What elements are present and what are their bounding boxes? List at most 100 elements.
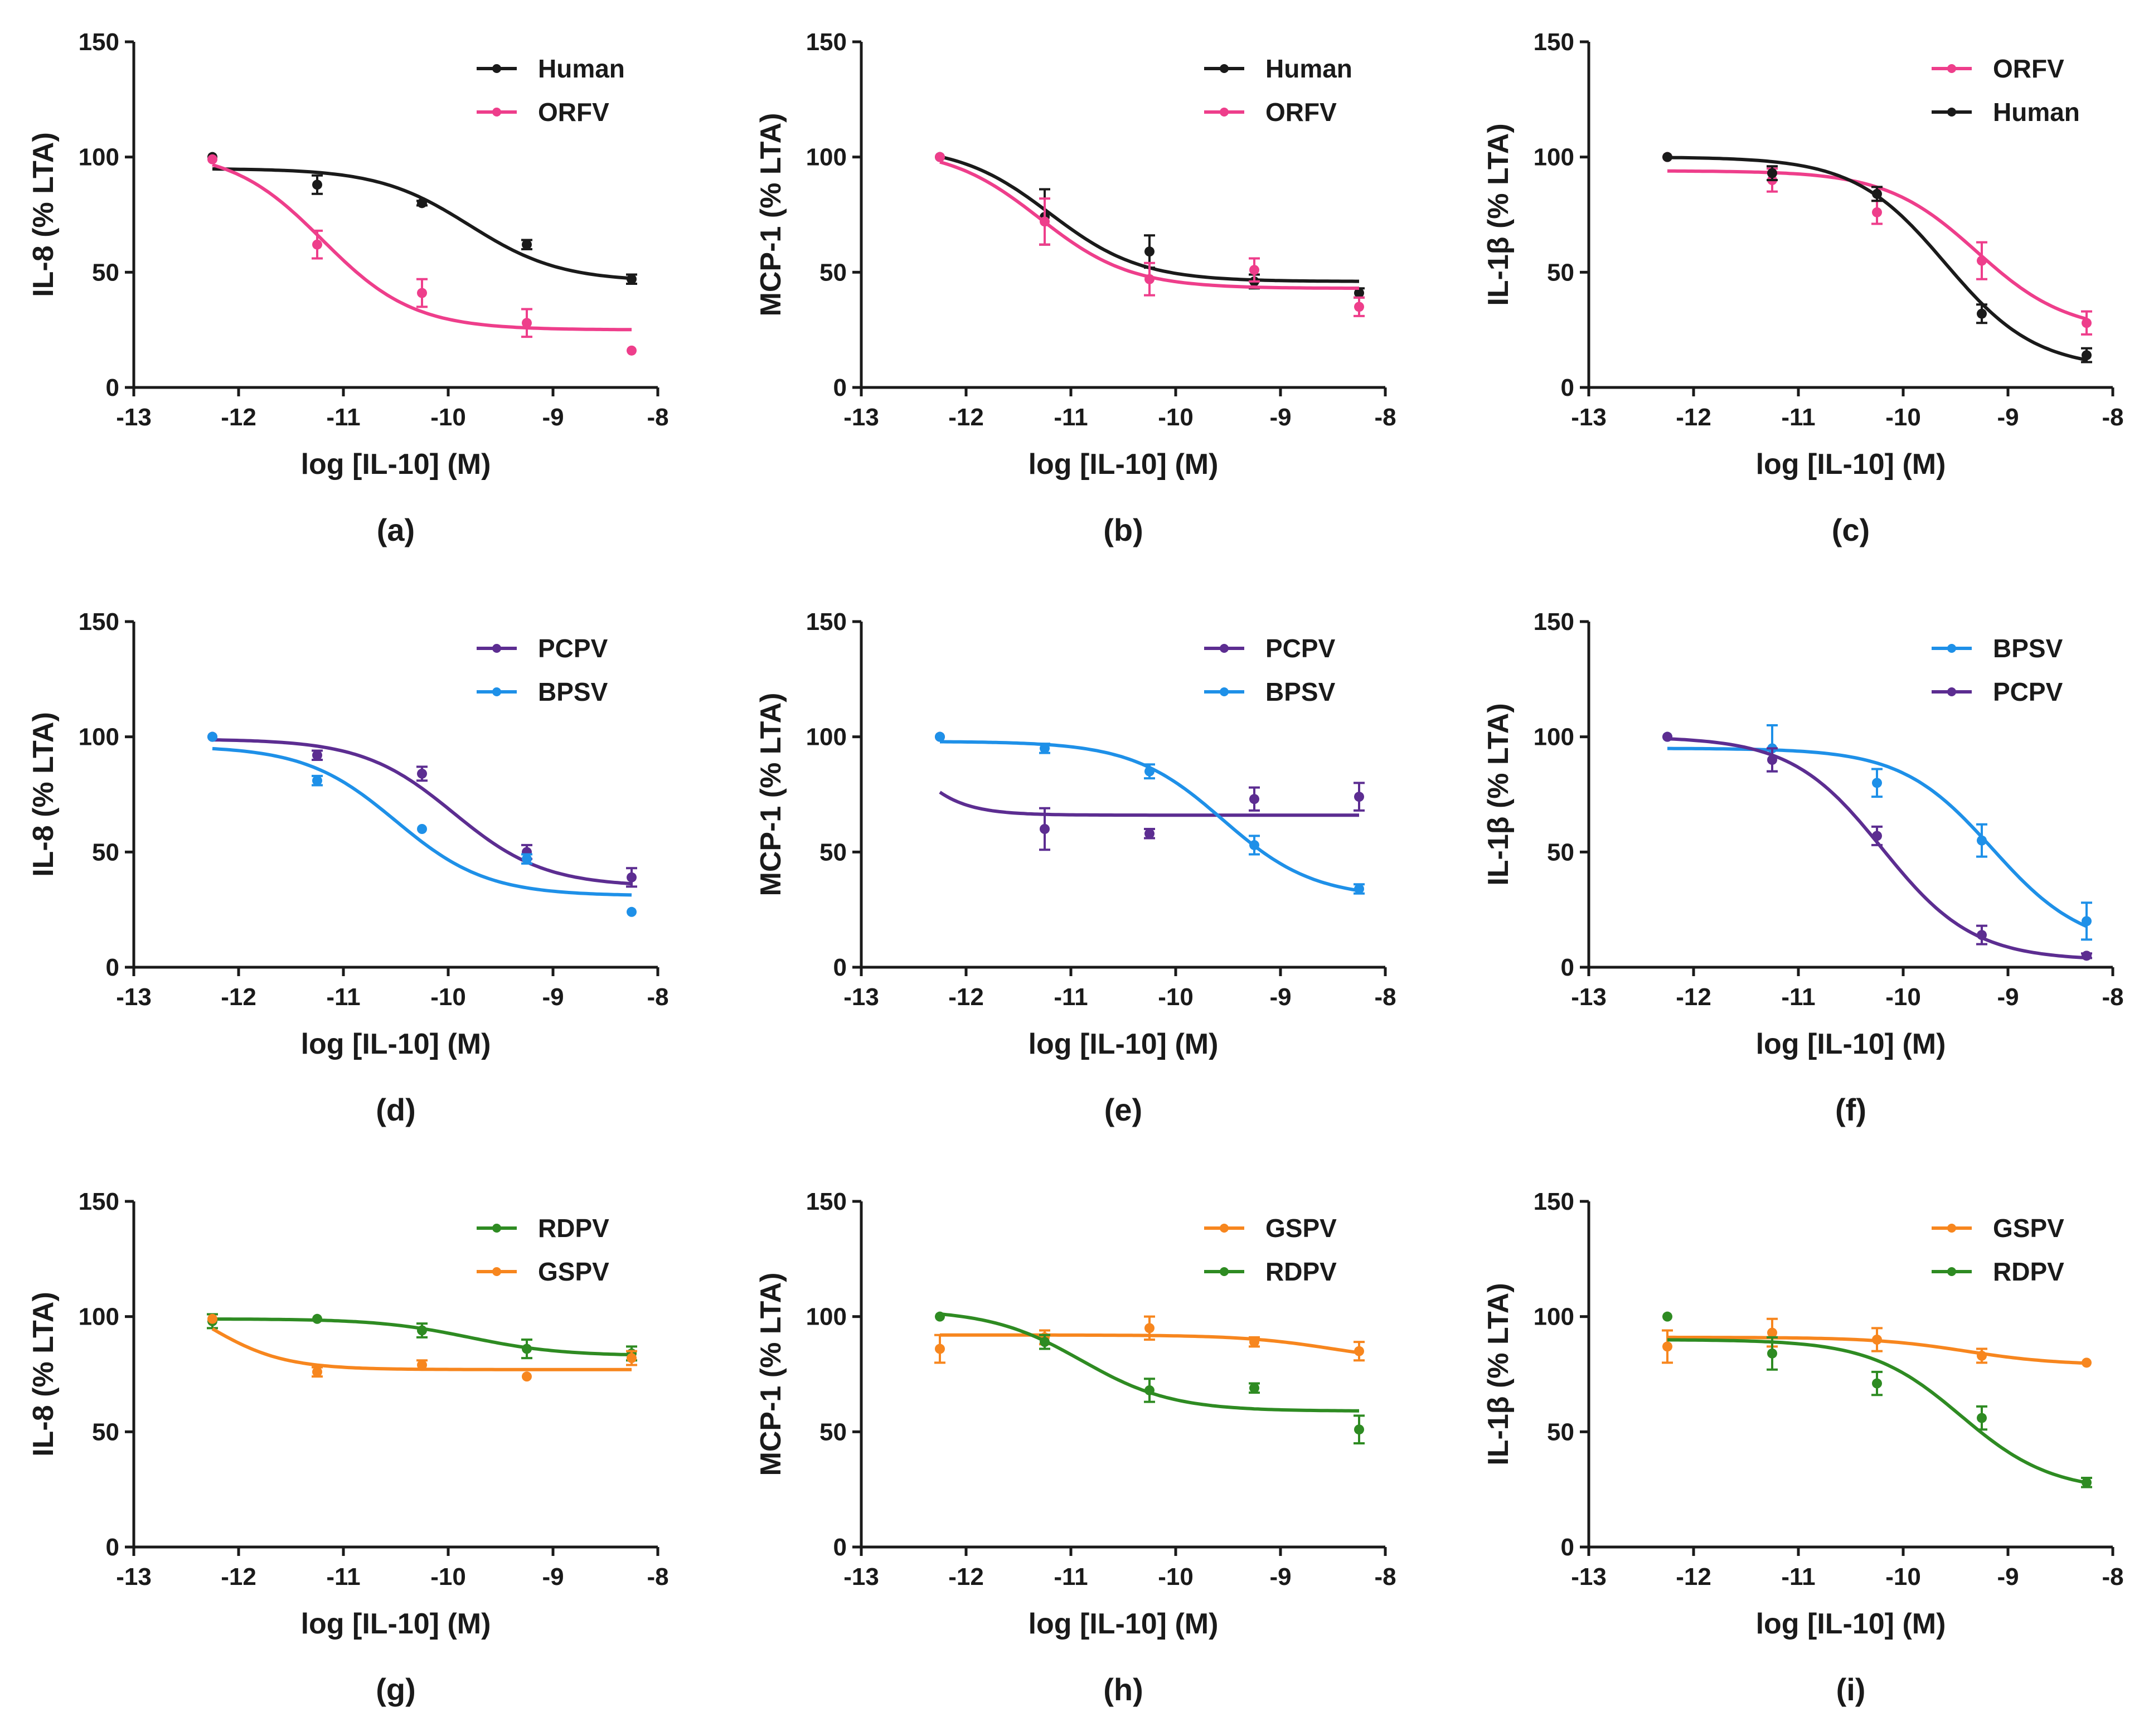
- legend-marker: [1947, 644, 1956, 653]
- data-point: [935, 152, 945, 162]
- data-point: [1354, 884, 1364, 894]
- y-tick-label: 150: [79, 608, 119, 636]
- data-point: [935, 731, 945, 742]
- legend-marker: [492, 687, 501, 696]
- y-tick-label: 0: [1561, 374, 1574, 401]
- x-tick-label: -11: [1781, 404, 1815, 431]
- x-tick-label: -10: [1885, 983, 1921, 1011]
- y-tick-label: 0: [833, 954, 847, 981]
- y-tick-label: 0: [106, 374, 119, 401]
- x-tick-label: -9: [1269, 983, 1291, 1011]
- data-point: [1040, 216, 1050, 227]
- data-point: [935, 1311, 945, 1322]
- fit-curve: [939, 791, 1359, 817]
- data-point: [1977, 1350, 1987, 1361]
- x-tick-label: -9: [542, 1563, 564, 1590]
- data-point: [312, 180, 322, 190]
- chart-panel-f: 0 50 100 150 -13 -12 -11 -10 -9 -8 log [IL-10] (M)…: [1482, 608, 2124, 1127]
- data-point: [312, 1313, 322, 1324]
- data-point: [627, 872, 637, 882]
- data-point: [1249, 794, 1259, 804]
- x-tick-label: -10: [1885, 404, 1921, 431]
- chart-panel-c: 0 50 100 150 -13 -12 -11 -10 -9 -8 log [IL-10] (M)…: [1482, 28, 2124, 547]
- x-tick-label: -12: [1676, 1563, 1711, 1590]
- series-orfv: ORFV: [935, 98, 1365, 317]
- data-point: [312, 1366, 322, 1377]
- x-tick-label: -13: [843, 404, 879, 431]
- y-tick-label: 150: [806, 1188, 847, 1215]
- data-point: [1144, 246, 1155, 257]
- data-point: [1144, 274, 1155, 284]
- data-point: [417, 824, 427, 834]
- y-tick-label: 50: [92, 259, 119, 286]
- y-tick-label: 100: [1534, 1303, 1574, 1331]
- y-axis-label: MCP-1 (% LTA): [755, 1273, 787, 1476]
- x-axis-label: log [IL-10] (M): [1756, 1608, 1946, 1640]
- x-tick-label: -8: [2102, 1563, 2123, 1590]
- panel-label: (f): [1835, 1092, 1866, 1127]
- legend-marker: [1947, 687, 1956, 696]
- x-tick-label: -11: [1781, 1563, 1815, 1590]
- x-tick-label: -11: [326, 1563, 360, 1590]
- y-tick-label: 100: [806, 724, 847, 751]
- legend-label: Human: [1265, 54, 1352, 83]
- x-tick-label: -13: [1571, 404, 1607, 431]
- y-tick-label: 100: [79, 1303, 119, 1331]
- data-point: [312, 750, 322, 760]
- chart-panel-h: 0 50 100 150 -13 -12 -11 -10 -9 -8 log [IL-10] (M)…: [755, 1188, 1396, 1707]
- panel-label: (h): [1103, 1672, 1143, 1707]
- panel-label: (i): [1836, 1672, 1866, 1707]
- data-point: [627, 274, 637, 284]
- data-point: [1144, 1385, 1155, 1395]
- x-axis-label: log [IL-10] (M): [301, 448, 491, 481]
- data-point: [522, 1371, 532, 1382]
- x-tick-label: -13: [116, 1563, 152, 1590]
- data-point: [1872, 1378, 1882, 1389]
- legend-label: GSPV: [1993, 1214, 2064, 1243]
- y-tick-label: 50: [1547, 259, 1574, 286]
- data-point: [1040, 743, 1050, 754]
- legend-marker: [492, 108, 501, 117]
- series-bpsv: BPSV: [207, 677, 637, 917]
- y-tick-label: 0: [106, 1534, 119, 1561]
- x-axis-label: log [IL-10] (M): [1756, 448, 1946, 481]
- data-point: [627, 906, 637, 917]
- panel-label: (c): [1832, 512, 1870, 547]
- legend-marker: [1947, 1267, 1956, 1276]
- x-tick-label: -9: [1997, 1563, 2019, 1590]
- x-tick-label: -10: [1158, 983, 1194, 1011]
- y-axis-label: IL-8 (% LTA): [27, 712, 60, 877]
- y-tick-label: 50: [819, 1418, 847, 1446]
- y-tick-label: 50: [819, 838, 847, 866]
- panel-label: (g): [376, 1672, 416, 1707]
- y-axis-label: IL-1β (% LTA): [1482, 1283, 1515, 1465]
- data-point: [627, 345, 637, 356]
- data-point: [522, 318, 532, 328]
- y-tick-label: 100: [806, 1303, 847, 1331]
- x-tick-label: -11: [1054, 1563, 1088, 1590]
- x-axis-label: log [IL-10] (M): [1029, 1608, 1219, 1640]
- legend-marker: [492, 1267, 501, 1276]
- y-axis-label: MCP-1 (% LTA): [755, 693, 787, 896]
- data-point: [1872, 207, 1882, 217]
- data-point: [207, 1313, 217, 1324]
- data-point: [417, 198, 427, 208]
- x-tick-label: -13: [843, 983, 879, 1011]
- data-point: [1767, 168, 1777, 178]
- data-point: [417, 1360, 427, 1370]
- x-tick-label: -9: [1997, 983, 2019, 1011]
- data-point: [1977, 308, 1987, 319]
- data-point: [1662, 1311, 1672, 1322]
- legend-label: RDPV: [1265, 1257, 1337, 1286]
- y-axis-label: MCP-1 (% LTA): [755, 113, 787, 317]
- y-tick-label: 100: [1534, 144, 1574, 171]
- y-axis-label: IL-1β (% LTA): [1482, 703, 1515, 885]
- data-point: [1144, 828, 1155, 839]
- y-tick-label: 0: [833, 374, 847, 401]
- y-tick-label: 0: [1561, 1534, 1574, 1561]
- data-point: [522, 854, 532, 864]
- y-tick-label: 100: [79, 724, 119, 751]
- legend-marker: [1220, 1224, 1229, 1233]
- series-bpsv: BPSV: [935, 677, 1365, 895]
- fit-curve: [1667, 746, 2088, 928]
